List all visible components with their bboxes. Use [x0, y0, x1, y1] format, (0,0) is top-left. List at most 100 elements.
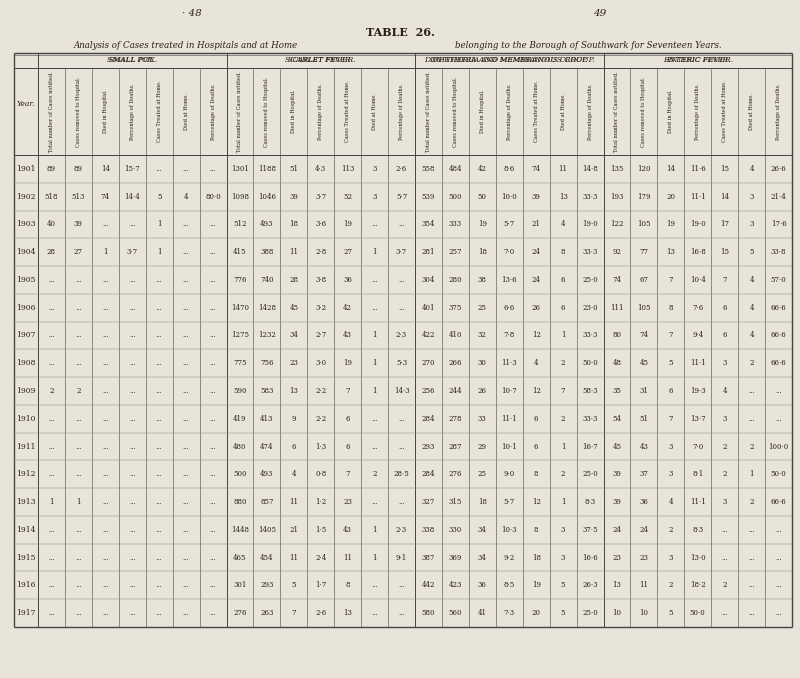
Text: 15·7: 15·7 [124, 165, 140, 173]
Text: ...: ... [210, 332, 217, 340]
Text: 244: 244 [449, 387, 462, 395]
Text: 3: 3 [373, 193, 377, 201]
Text: 1: 1 [372, 526, 377, 534]
Text: 287: 287 [449, 443, 462, 450]
Text: 2: 2 [76, 387, 81, 395]
Text: 1: 1 [372, 359, 377, 367]
Text: 39: 39 [613, 498, 622, 506]
Text: ...: ... [722, 554, 728, 561]
Text: 518: 518 [45, 193, 58, 201]
Text: ...: ... [182, 498, 190, 506]
Text: Percentage of Deaths.: Percentage of Deaths. [695, 83, 700, 140]
Text: 24: 24 [613, 526, 622, 534]
Text: 1906: 1906 [16, 304, 36, 312]
Text: 1915: 1915 [16, 554, 36, 561]
Text: Total number of Cases notified.: Total number of Cases notified. [614, 71, 619, 152]
Text: 4: 4 [750, 304, 754, 312]
Text: 3: 3 [669, 471, 673, 478]
Text: ...: ... [182, 359, 190, 367]
Text: ...: ... [371, 276, 378, 284]
Text: 5: 5 [669, 609, 673, 617]
Text: ...: ... [182, 304, 190, 312]
Text: ...: ... [156, 526, 162, 534]
Text: 1901: 1901 [16, 165, 36, 173]
Text: 5: 5 [157, 193, 162, 201]
Text: 4: 4 [291, 471, 296, 478]
Text: 29: 29 [478, 443, 487, 450]
Text: 465: 465 [234, 554, 246, 561]
Text: 5·3: 5·3 [396, 359, 407, 367]
Text: 3·2: 3·2 [315, 304, 326, 312]
Text: 2: 2 [722, 471, 727, 478]
Text: ...: ... [210, 276, 217, 284]
Text: 11·1: 11·1 [690, 498, 706, 506]
Text: 2·3: 2·3 [396, 332, 407, 340]
Text: Cases Treated at Home.: Cases Treated at Home. [534, 81, 538, 142]
Text: 135: 135 [610, 165, 624, 173]
Text: 0·8: 0·8 [315, 471, 326, 478]
Text: ...: ... [75, 304, 82, 312]
Text: 8·6: 8·6 [504, 165, 515, 173]
Text: ...: ... [371, 415, 378, 423]
Text: ...: ... [722, 526, 728, 534]
Text: 11: 11 [290, 554, 298, 561]
Text: 474: 474 [260, 443, 274, 450]
Text: 6: 6 [291, 443, 296, 450]
Text: 281: 281 [422, 248, 435, 256]
Text: 1: 1 [157, 248, 162, 256]
Text: ...: ... [775, 387, 782, 395]
Text: ...: ... [156, 276, 162, 284]
Text: 1098: 1098 [231, 193, 249, 201]
Text: 19: 19 [343, 359, 352, 367]
Text: ...: ... [775, 526, 782, 534]
Text: 583: 583 [260, 387, 274, 395]
Text: 8: 8 [669, 304, 673, 312]
Text: 1: 1 [372, 554, 377, 561]
Text: ...: ... [371, 443, 378, 450]
Text: 37: 37 [639, 471, 648, 478]
Text: ...: ... [129, 276, 136, 284]
Text: SCARLET FEVER.: SCARLET FEVER. [286, 56, 356, 64]
Text: 25·0: 25·0 [582, 471, 598, 478]
Text: ...: ... [48, 609, 55, 617]
Text: 51: 51 [639, 415, 648, 423]
Text: 2: 2 [561, 359, 566, 367]
Text: ...: ... [748, 609, 755, 617]
Text: 7·0: 7·0 [504, 248, 515, 256]
Text: ...: ... [75, 609, 82, 617]
Text: ...: ... [210, 165, 217, 173]
Text: 740: 740 [260, 276, 274, 284]
Text: ...: ... [48, 471, 55, 478]
Text: 4: 4 [561, 220, 566, 228]
Text: 590: 590 [234, 387, 246, 395]
Text: 48: 48 [613, 359, 622, 367]
Text: 1: 1 [561, 498, 566, 506]
Text: ...: ... [156, 498, 162, 506]
Text: 28·5: 28·5 [394, 471, 410, 478]
Text: 2: 2 [669, 581, 673, 589]
Text: 39: 39 [290, 193, 298, 201]
Text: ...: ... [129, 498, 136, 506]
Text: ...: ... [48, 276, 55, 284]
Text: 28: 28 [47, 248, 56, 256]
Text: 388: 388 [260, 248, 274, 256]
Text: 3·7: 3·7 [126, 248, 138, 256]
Text: 454: 454 [260, 554, 274, 561]
Text: 5·7: 5·7 [396, 193, 407, 201]
Text: 401: 401 [422, 304, 435, 312]
Text: Percentage of Deaths.: Percentage of Deaths. [130, 83, 134, 140]
Text: ...: ... [775, 609, 782, 617]
Text: 1428: 1428 [258, 304, 276, 312]
Text: ...: ... [210, 609, 217, 617]
Text: 266: 266 [449, 359, 462, 367]
Text: 113: 113 [341, 165, 354, 173]
Text: 257: 257 [449, 248, 462, 256]
Text: 5: 5 [669, 359, 673, 367]
Text: ...: ... [210, 304, 217, 312]
Text: 42: 42 [478, 165, 487, 173]
Text: 5: 5 [561, 609, 566, 617]
Text: 23: 23 [343, 498, 352, 506]
Text: ...: ... [210, 248, 217, 256]
Text: 1: 1 [76, 498, 81, 506]
Text: 14·8: 14·8 [582, 165, 598, 173]
